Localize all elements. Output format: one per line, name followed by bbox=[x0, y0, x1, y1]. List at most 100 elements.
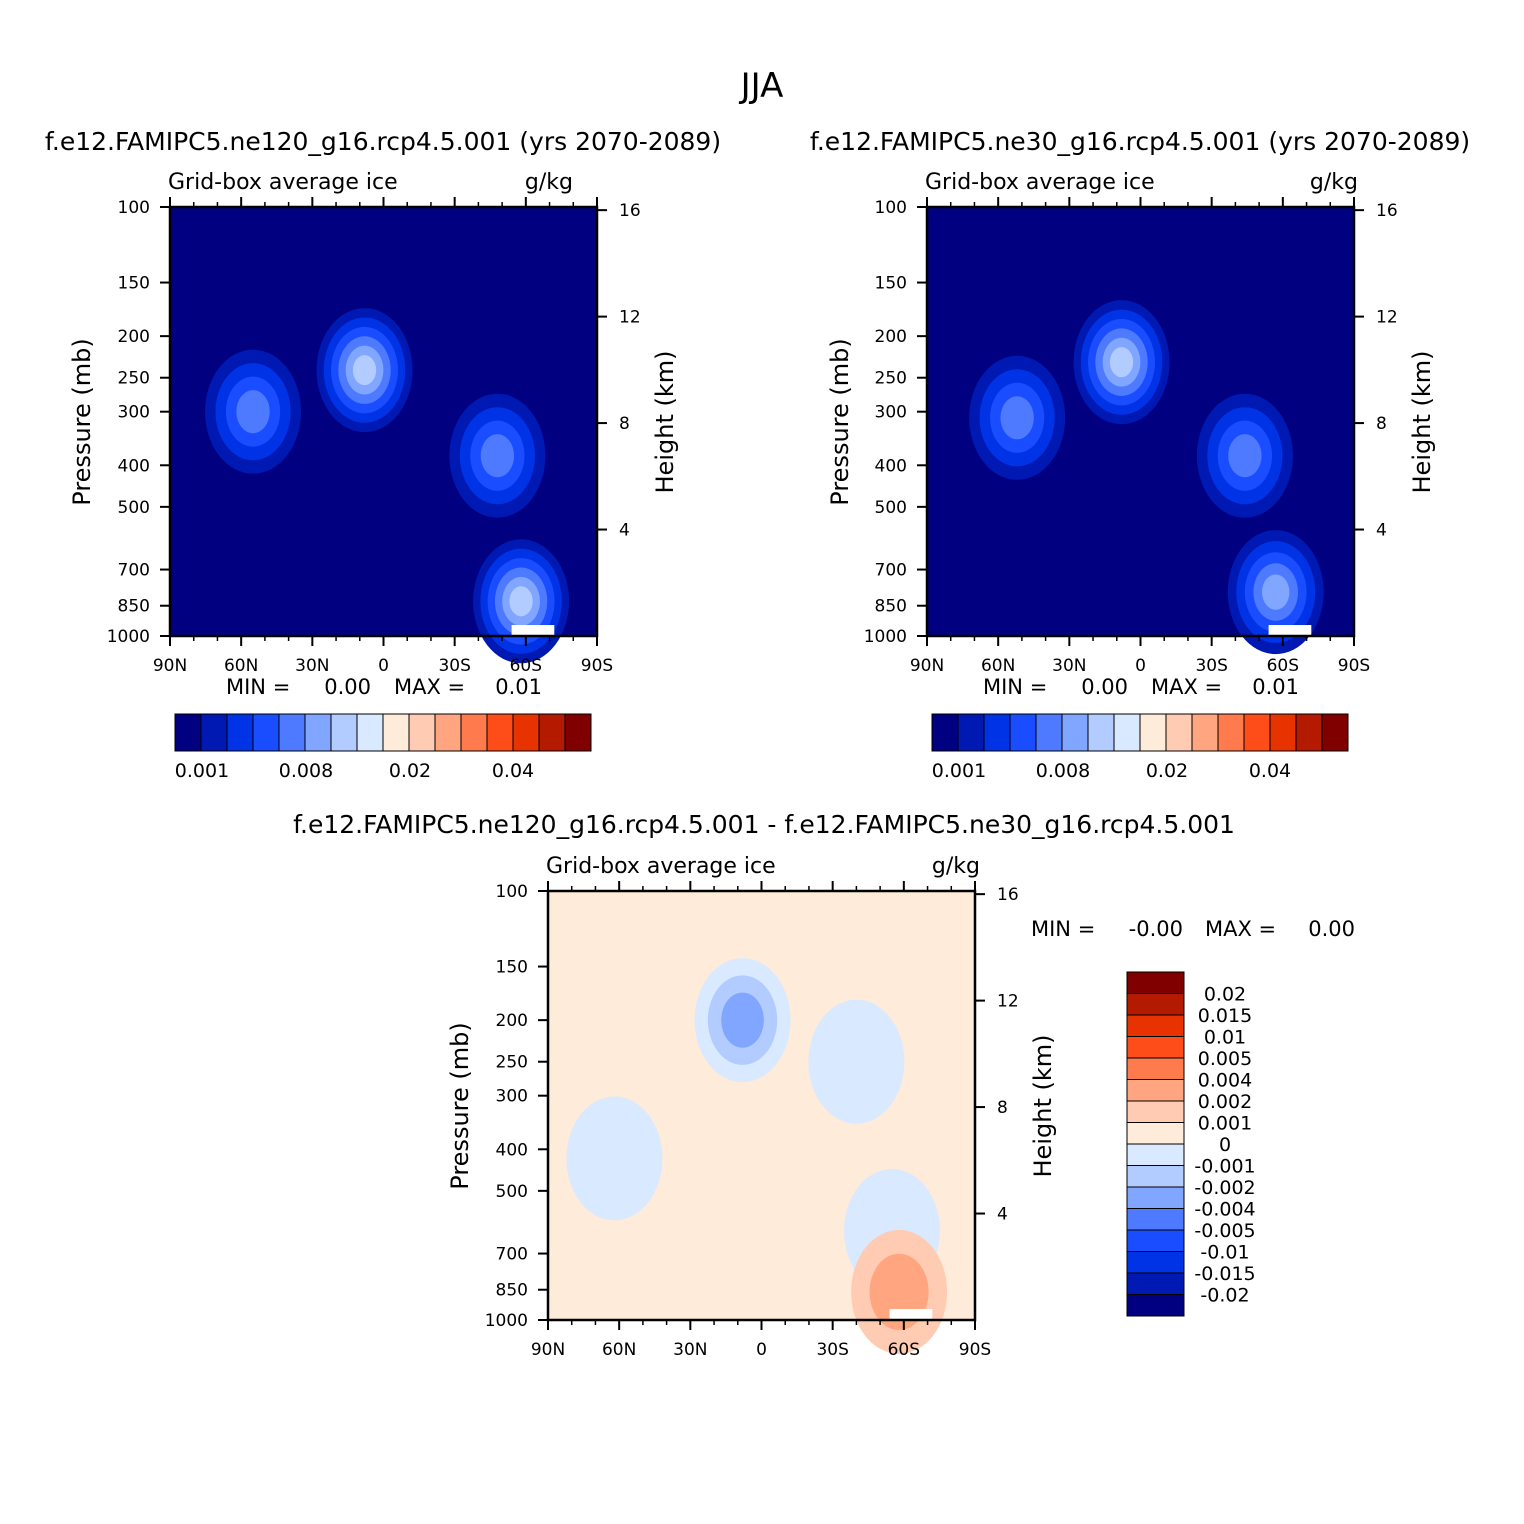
y-tick-label: 500 bbox=[875, 498, 907, 518]
panel-3-min-label: MIN = bbox=[1031, 917, 1095, 941]
x-tick-label: 60S bbox=[1267, 656, 1299, 676]
panel-2-plot bbox=[927, 207, 1354, 655]
colorbar-swatch bbox=[1035, 713, 1063, 752]
panel-3-axes: 90N 60N 30N 0 30S 60S 90S 100 150 200 250 300 400 500… bbox=[485, 881, 1019, 1360]
y-tick-label: 150 bbox=[875, 274, 907, 294]
colorbar-swatch bbox=[1165, 713, 1193, 752]
colorbar-swatch bbox=[931, 713, 959, 752]
y-tick-label: 200 bbox=[118, 327, 150, 347]
panel-3-field-title: Grid-box average ice bbox=[546, 854, 776, 879]
x-tick-label: 60N bbox=[602, 1340, 636, 1360]
panel-ne120: f.e12.FAMIPC5.ne120_g16.rcp4.5.001 (yrs … bbox=[45, 127, 721, 782]
colorbar-swatch bbox=[1126, 1143, 1185, 1166]
panel-2-field-title: Grid-box average ice bbox=[925, 170, 1155, 195]
panel-2-cbar-label: 0.02 bbox=[1146, 760, 1188, 782]
colorbar-swatch bbox=[1126, 1165, 1185, 1188]
colorbar-swatch bbox=[304, 713, 332, 752]
colorbar-swatch bbox=[1087, 713, 1115, 752]
panel-1-cbar-label: 0.04 bbox=[492, 760, 534, 782]
x-tick-label: 90N bbox=[910, 656, 944, 676]
colorbar-label: -0.005 bbox=[1194, 1220, 1255, 1242]
colorbar-label: 0.001 bbox=[1198, 1113, 1252, 1135]
colorbar-swatch bbox=[174, 713, 202, 752]
x-tick-label: 30S bbox=[816, 1340, 848, 1360]
x-tick-label: 60S bbox=[888, 1340, 920, 1360]
colorbar-swatch bbox=[408, 713, 436, 752]
y-tick-label: 1000 bbox=[107, 627, 150, 647]
panel-2-ylabel: Pressure (mb) bbox=[826, 338, 854, 505]
y-tick-label: 250 bbox=[496, 1053, 528, 1073]
y2-tick-label: 12 bbox=[997, 992, 1019, 1012]
missing-data bbox=[889, 1309, 933, 1320]
y-tick-label: 250 bbox=[118, 369, 150, 389]
panel-2-cbar-label: 0.04 bbox=[1249, 760, 1291, 782]
panel-1-cbar-label: 0.008 bbox=[279, 760, 333, 782]
colorbar-label: 0.01 bbox=[1204, 1027, 1246, 1049]
colorbar-swatch bbox=[252, 713, 280, 752]
panel-1-units: g/kg bbox=[525, 170, 573, 195]
x-tick-label: 30S bbox=[1195, 656, 1227, 676]
x-tick-label: 90S bbox=[581, 656, 613, 676]
panel-2-min-value: 0.00 bbox=[1081, 675, 1128, 699]
panel-difference: f.e12.FAMIPC5.ne120_g16.rcp4.5.001 - f.e… bbox=[293, 810, 1355, 1360]
contour-level bbox=[1109, 347, 1134, 378]
colorbar-label: -0.02 bbox=[1200, 1285, 1249, 1307]
colorbar-swatch bbox=[226, 713, 254, 752]
y2-tick-label: 4 bbox=[619, 521, 630, 541]
figure-title: JJA bbox=[739, 66, 784, 106]
contour-level bbox=[352, 355, 377, 386]
colorbar-label: 0.015 bbox=[1198, 1005, 1252, 1027]
contour-level bbox=[236, 390, 270, 434]
y-tick-label: 850 bbox=[118, 597, 150, 617]
y2-tick-label: 12 bbox=[1376, 308, 1398, 328]
panel-1-axes: 90N 60N 30N 0 30S 60S 90S 100 150 200 250 300 400 500… bbox=[107, 197, 641, 676]
panel-3-colorbar: 0.020.0150.010.0050.0040.0020.0010-0.001… bbox=[1126, 971, 1256, 1317]
colorbar-swatch bbox=[1269, 713, 1297, 752]
missing-data bbox=[511, 625, 555, 636]
y-tick-label: 400 bbox=[496, 1140, 528, 1160]
y2-tick-label: 16 bbox=[619, 201, 641, 221]
colorbar-swatch bbox=[1126, 1057, 1185, 1080]
colorbar-swatch bbox=[1126, 1079, 1185, 1102]
x-tick-label: 30N bbox=[1052, 656, 1086, 676]
y-tick-label: 400 bbox=[875, 456, 907, 476]
x-tick-label: 90N bbox=[153, 656, 187, 676]
panel-3-min-value: -0.00 bbox=[1129, 917, 1183, 941]
panel-3-case-title: f.e12.FAMIPC5.ne120_g16.rcp4.5.001 - f.e… bbox=[293, 810, 1235, 839]
colorbar-swatch bbox=[1295, 713, 1323, 752]
colorbar-label: 0.002 bbox=[1198, 1091, 1252, 1113]
y-tick-label: 150 bbox=[118, 274, 150, 294]
colorbar-swatch bbox=[1126, 1251, 1185, 1274]
x-tick-label: 0 bbox=[756, 1340, 767, 1360]
colorbar-swatch bbox=[1126, 1229, 1185, 1252]
y-tick-label: 300 bbox=[118, 403, 150, 423]
colorbar-label: 0 bbox=[1219, 1134, 1231, 1156]
panel-1-cbar-label: 0.02 bbox=[389, 760, 431, 782]
x-tick-label: 60N bbox=[224, 656, 258, 676]
colorbar-swatch bbox=[1217, 713, 1245, 752]
contour-level bbox=[1000, 396, 1034, 440]
y-tick-label: 700 bbox=[118, 561, 150, 581]
colorbar-swatch bbox=[957, 713, 985, 752]
colorbar-swatch bbox=[278, 713, 306, 752]
panel-2-axes: 90N 60N 30N 0 30S 60S 90S 100 150 200 250 300 400 500… bbox=[864, 197, 1398, 676]
contour-level bbox=[1228, 434, 1262, 478]
colorbar-swatch bbox=[983, 713, 1011, 752]
y2-tick-label: 8 bbox=[619, 414, 630, 434]
contour-level bbox=[480, 434, 515, 478]
colorbar-swatch bbox=[1191, 713, 1219, 752]
y-tick-label: 500 bbox=[118, 498, 150, 518]
colorbar-swatch bbox=[1126, 1208, 1185, 1231]
colorbar-swatch bbox=[1113, 713, 1141, 752]
colorbar-swatch bbox=[564, 713, 592, 752]
colorbar-swatch bbox=[1126, 1014, 1185, 1037]
panel-1-min-value: 0.00 bbox=[324, 675, 371, 699]
panel-1-case-title: f.e12.FAMIPC5.ne120_g16.rcp4.5.001 (yrs … bbox=[45, 127, 721, 156]
missing-data bbox=[1268, 625, 1312, 636]
panel-3-ylabel: Pressure (mb) bbox=[446, 1022, 474, 1189]
y2-tick-label: 12 bbox=[619, 308, 641, 328]
y-tick-label: 300 bbox=[875, 403, 907, 423]
y-tick-label: 250 bbox=[875, 369, 907, 389]
colorbar-swatch bbox=[382, 713, 410, 752]
